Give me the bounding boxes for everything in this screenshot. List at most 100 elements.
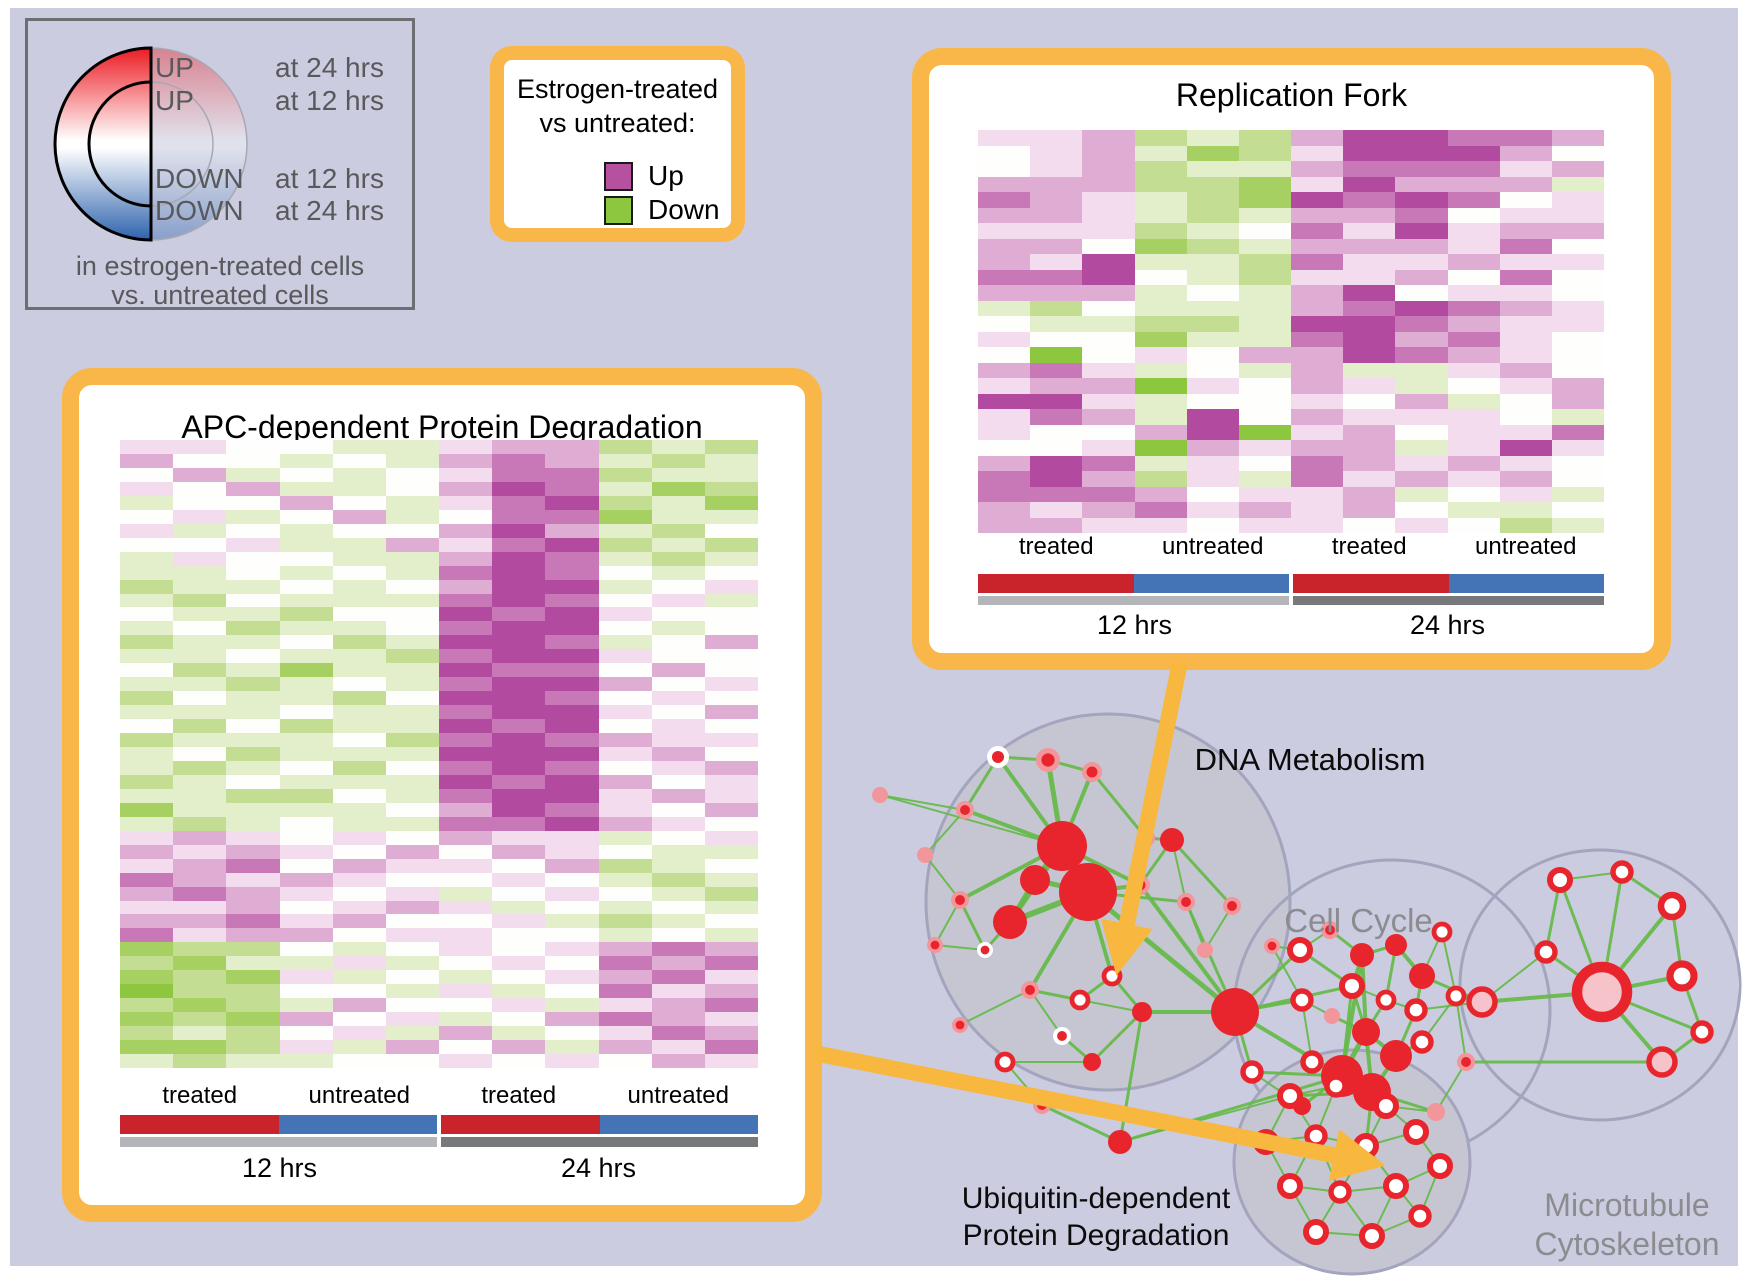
down-color-swatch bbox=[604, 195, 633, 225]
heatmap-cell bbox=[1082, 502, 1135, 518]
heatmap-cell bbox=[120, 691, 174, 706]
heatmap-cell bbox=[1499, 207, 1552, 223]
heatmap-cell bbox=[279, 467, 333, 482]
heatmap-cell bbox=[492, 802, 546, 817]
heatmap-cell bbox=[1238, 300, 1291, 316]
heatmap-cell bbox=[1082, 285, 1135, 301]
heatmap-cell bbox=[173, 649, 227, 664]
heatmap-cell bbox=[332, 440, 386, 454]
heatmap-cell bbox=[439, 565, 493, 580]
time-label: 24 hrs bbox=[1409, 610, 1486, 640]
heatmap-cell bbox=[651, 453, 705, 468]
heatmap-cell bbox=[1238, 130, 1291, 146]
heatmap-cell bbox=[978, 502, 1031, 518]
heatmap-cell bbox=[120, 844, 174, 859]
heatmap-cell bbox=[1186, 192, 1239, 208]
heatmap-cell bbox=[651, 691, 705, 706]
heatmap-cell bbox=[385, 760, 439, 775]
heatmap-cell bbox=[704, 481, 758, 496]
heatmap-cell bbox=[1343, 207, 1396, 223]
heatmap-cell bbox=[332, 509, 386, 524]
heatmap-cell bbox=[1395, 130, 1448, 146]
replication-fork-time-labels: 12 hrs 24 hrs bbox=[978, 610, 1604, 641]
replication-fork-condition-bars bbox=[978, 574, 1604, 593]
heatmap-cell bbox=[1082, 347, 1135, 363]
heatmap-cell bbox=[492, 453, 546, 468]
heatmap-cell bbox=[1499, 316, 1552, 332]
heatmap-cell bbox=[1238, 378, 1291, 394]
heatmap-cell bbox=[120, 984, 174, 999]
heatmap-cell bbox=[1291, 393, 1344, 409]
heatmap-cell bbox=[385, 579, 439, 594]
heatmap-cell bbox=[704, 467, 758, 482]
heatmap-cell bbox=[545, 663, 599, 678]
heatmap-cell bbox=[492, 1054, 546, 1068]
heatmap-cell bbox=[439, 677, 493, 692]
heatmap-cell bbox=[439, 928, 493, 943]
heatmap-cell bbox=[1134, 254, 1187, 270]
heatmap-cell bbox=[1134, 130, 1187, 146]
heatmap-cell bbox=[226, 998, 280, 1013]
heatmap-cell bbox=[492, 733, 546, 748]
heatmap-cell bbox=[332, 705, 386, 720]
heatmap-cell bbox=[120, 942, 174, 957]
heatmap-cell bbox=[1551, 145, 1604, 161]
heatmap-cell bbox=[978, 145, 1031, 161]
heatmap-cell bbox=[1499, 362, 1552, 378]
heatmap-cell bbox=[385, 844, 439, 859]
heatmap-cell bbox=[598, 621, 652, 636]
heatmap-cell bbox=[704, 802, 758, 817]
heatmap-cell bbox=[704, 970, 758, 985]
heatmap-cell bbox=[1238, 145, 1291, 161]
heatmap-cell bbox=[978, 471, 1031, 487]
heatmap-cell bbox=[1082, 362, 1135, 378]
heatmap-cell bbox=[439, 774, 493, 789]
heatmap-cell bbox=[492, 691, 546, 706]
heatmap-cell bbox=[173, 802, 227, 817]
heatmap-cell bbox=[1186, 285, 1239, 301]
heatmap-cell bbox=[226, 719, 280, 734]
heatmap-cell bbox=[1395, 440, 1448, 456]
heatmap-cell bbox=[226, 900, 280, 915]
heatmap-cell bbox=[978, 254, 1031, 270]
heatmap-cell bbox=[1030, 238, 1083, 254]
heatmap-cell bbox=[598, 537, 652, 552]
heatmap-cell bbox=[492, 440, 546, 454]
heatmap-cell bbox=[1447, 347, 1500, 363]
heatmap-cell bbox=[226, 774, 280, 789]
heatmap-cell bbox=[1082, 409, 1135, 425]
heatmap-cell bbox=[1186, 471, 1239, 487]
heatmap-cell bbox=[279, 635, 333, 650]
heatmap-cell bbox=[1395, 207, 1448, 223]
heatmap-cell bbox=[545, 900, 599, 915]
heatmap-cell bbox=[1186, 145, 1239, 161]
heatmap-cell bbox=[1551, 316, 1604, 332]
heatmap-cell bbox=[1186, 440, 1239, 456]
heatmap-cell bbox=[704, 523, 758, 538]
heatmap-cell bbox=[545, 1012, 599, 1027]
heatmap-cell bbox=[1447, 176, 1500, 192]
heatmap-cell bbox=[651, 1040, 705, 1055]
heatmap-cell bbox=[978, 455, 1031, 471]
heatmap-cell bbox=[1134, 300, 1187, 316]
heatmap-cell bbox=[598, 956, 652, 971]
heatmap-cell bbox=[492, 886, 546, 901]
heatmap-cell bbox=[439, 1012, 493, 1027]
heatmap-cell bbox=[332, 747, 386, 761]
updown-row-time: at 12 hrs bbox=[275, 163, 384, 194]
heatmap-cell bbox=[1238, 393, 1291, 409]
heatmap-cell bbox=[651, 1054, 705, 1068]
heatmap-cell bbox=[598, 705, 652, 720]
group-label: untreated bbox=[1162, 533, 1264, 560]
heatmap-cell bbox=[598, 802, 652, 817]
heatmap-cell bbox=[385, 481, 439, 496]
heatmap-cell bbox=[598, 509, 652, 524]
heatmap-cell bbox=[651, 886, 705, 901]
heatmap-cell bbox=[1447, 378, 1500, 394]
heatmap-cell bbox=[1343, 269, 1396, 285]
heatmap-cell bbox=[1499, 378, 1552, 394]
heatmap-cell bbox=[279, 537, 333, 552]
heatmap-cell bbox=[120, 440, 174, 454]
heatmap-cell bbox=[1447, 145, 1500, 161]
heatmap-cell bbox=[120, 928, 174, 943]
